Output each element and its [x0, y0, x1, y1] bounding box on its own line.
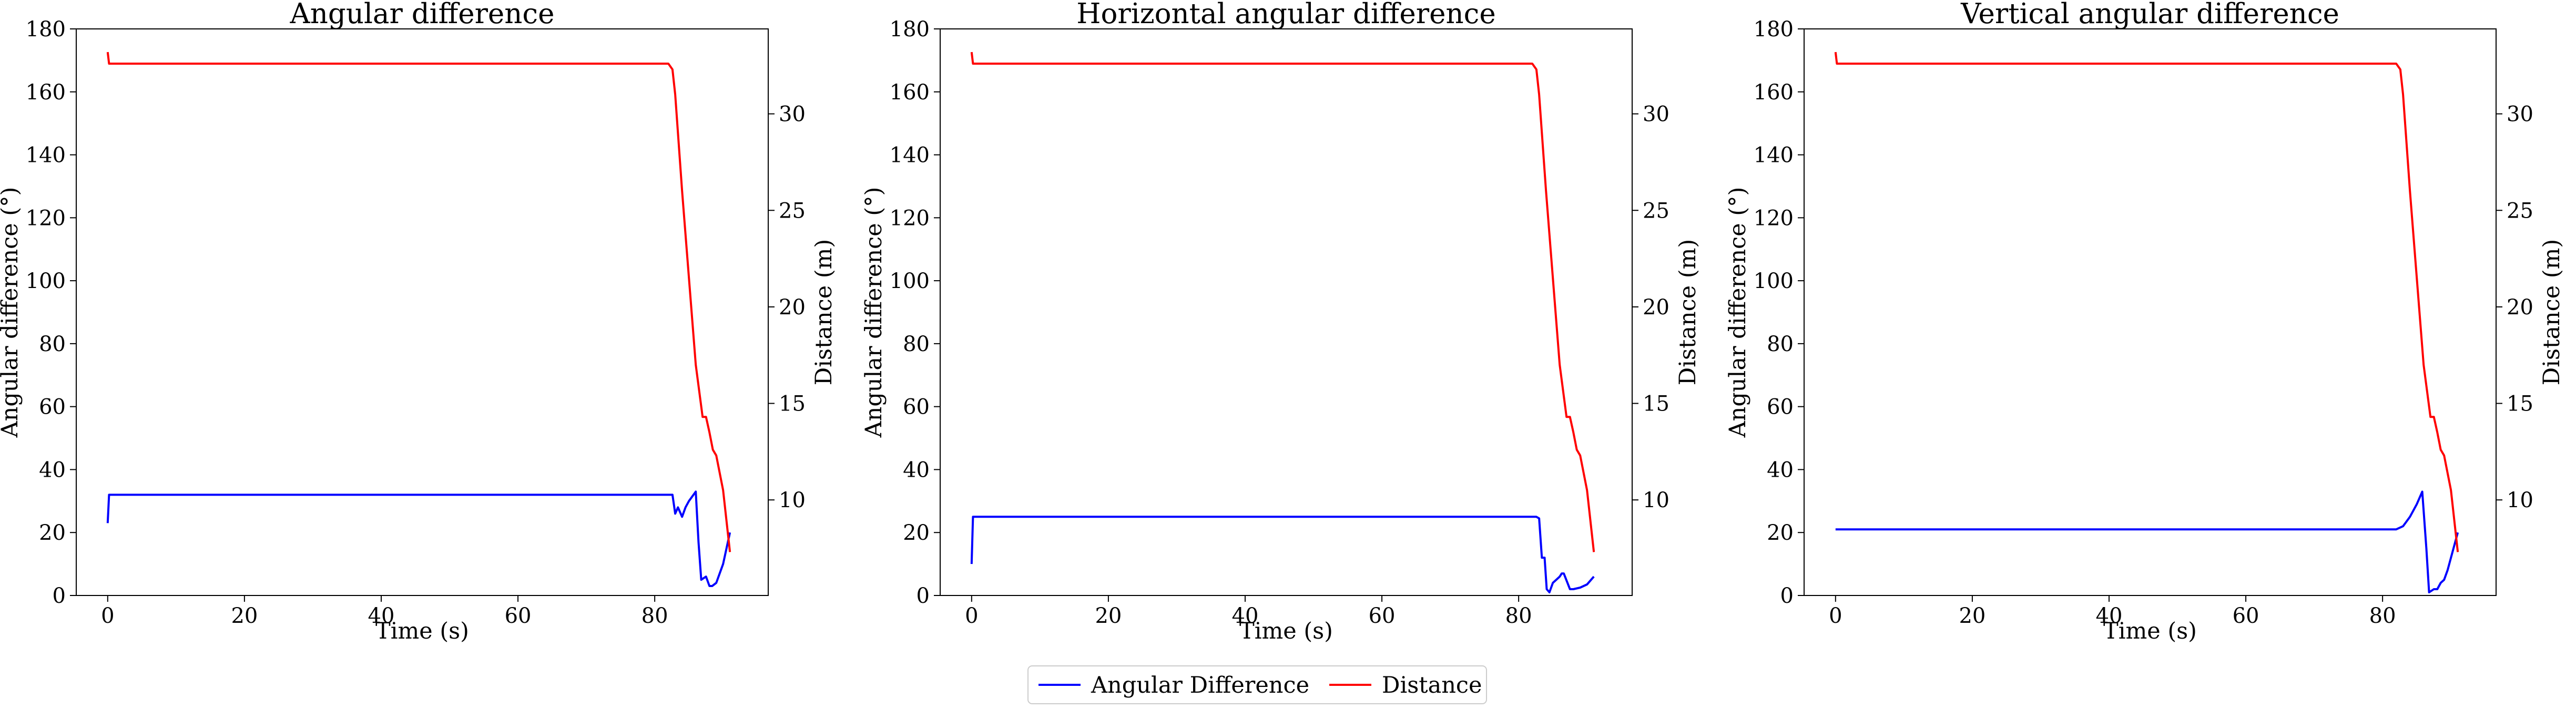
- y-tick-label: 100: [26, 269, 66, 293]
- legend-frame: [1027, 665, 1487, 704]
- y-tick-label: 120: [890, 206, 930, 230]
- y2-tick-label: 20: [1643, 295, 1669, 320]
- series-line-distance: [970, 52, 1595, 552]
- y2-tick-label: 30: [779, 102, 806, 127]
- y-tick-label: 180: [1754, 17, 1794, 42]
- x-tick-label: 20: [1095, 604, 1122, 628]
- chart-panel-2: 0 20 40 60 80 0 20 40 60 80 100 120 140 160 180 10 15 20 2…: [861, 0, 1701, 644]
- x-tick-label: 80: [2369, 604, 2396, 628]
- y-tick-label: 40: [903, 458, 930, 482]
- axes-frame: [1804, 28, 2497, 596]
- x-tick-label: 40: [368, 604, 395, 628]
- y-tick-label: 140: [890, 143, 930, 168]
- y2-tick-label: 15: [1643, 392, 1669, 416]
- y2-tick-label: 10: [1643, 488, 1669, 512]
- y-tick-label: 0: [917, 584, 930, 608]
- y-tick-label: 40: [39, 458, 66, 482]
- y-tick-label: 60: [39, 395, 66, 419]
- y2-tick-label: 20: [779, 295, 806, 320]
- chart-panel-1: 0 20 40 60 80 0 20 40 60 80 100 120 140 160 180 10 15 20 2…: [0, 0, 837, 644]
- y-axis-label: Angular difference (°): [861, 187, 887, 438]
- series-line-distance: [106, 52, 731, 552]
- x-tick-label: 60: [1369, 604, 1396, 628]
- y2-tick-label: 25: [2507, 199, 2533, 223]
- chart-panels: 0 20 40 60 800204060801001201401601801015202…: [0, 0, 2565, 644]
- x-tick-label: 20: [1959, 604, 1986, 628]
- y2-tick-label: 10: [779, 488, 806, 512]
- axes-frame: [940, 28, 1633, 596]
- x-tick-label: 60: [505, 604, 532, 628]
- y-tick-label: 60: [1767, 395, 1794, 419]
- chart-panel-3: 0 20 40 60 80 0 20 40 60 80 100 120 140 160 180 10 15 20 2…: [1725, 0, 2565, 644]
- chart-title: Horizontal angular difference: [1076, 0, 1495, 30]
- y-tick-label: 160: [1754, 80, 1794, 105]
- y-axis-label: Angular difference (°): [1725, 187, 1751, 438]
- y-tick-label: 20: [39, 521, 66, 545]
- x-tick-label: 0: [965, 604, 978, 628]
- x-tick-label: 80: [1505, 604, 1532, 628]
- y-tick-label: 80: [903, 332, 930, 356]
- y2-tick-label: 10: [2507, 488, 2533, 512]
- y2-tick-label: 30: [2507, 102, 2533, 127]
- x-tick-label: 60: [2233, 604, 2259, 628]
- y-tick-label: 20: [903, 521, 930, 545]
- y-tick-label: 160: [890, 80, 930, 105]
- y2-tick-label: 15: [779, 392, 806, 416]
- y-tick-label: 0: [53, 584, 66, 608]
- series-line-angular-difference: [1835, 490, 2459, 593]
- chart-title: Vertical angular difference: [1960, 0, 2339, 30]
- x-tick-label: 80: [642, 604, 668, 628]
- y-tick-label: 60: [903, 395, 930, 419]
- y-tick-label: 140: [1754, 143, 1794, 168]
- y2-axis-label: Distance (m): [811, 239, 837, 385]
- x-tick-label: 40: [1232, 604, 1259, 628]
- y-tick-label: 180: [890, 17, 930, 42]
- y-tick-label: 120: [1754, 206, 1794, 230]
- y-tick-label: 160: [26, 80, 66, 105]
- legend-label-distance: Distance: [1382, 672, 1482, 698]
- x-tick-label: 0: [1829, 604, 1842, 628]
- y2-tick-label: 25: [779, 199, 806, 223]
- x-axis-label: Time (s): [1239, 618, 1333, 644]
- y-tick-label: 80: [1767, 332, 1794, 356]
- y-axis-label: Angular difference (°): [0, 187, 23, 438]
- y-tick-label: 20: [1767, 521, 1794, 545]
- y-tick-label: 180: [26, 17, 66, 42]
- series-line-distance: [1834, 52, 2459, 552]
- chart-title: Angular difference: [290, 0, 555, 30]
- y-tick-label: 100: [890, 269, 930, 293]
- y-tick-label: 40: [1767, 458, 1794, 482]
- axes-frame: [76, 28, 769, 596]
- x-tick-label: 40: [2096, 604, 2123, 628]
- y2-tick-label: 30: [1643, 102, 1669, 127]
- y2-axis-label: Distance (m): [1675, 239, 1701, 385]
- series-line-angular-difference: [970, 516, 1595, 593]
- series-line-angular-difference: [106, 490, 731, 587]
- y-tick-label: 120: [26, 206, 66, 230]
- y-tick-label: 140: [26, 143, 66, 168]
- y2-tick-label: 20: [2507, 295, 2533, 320]
- y-tick-label: 80: [39, 332, 66, 356]
- y-tick-label: 0: [1780, 584, 1794, 608]
- x-axis-label: Time (s): [2103, 618, 2197, 644]
- legend: Angular Difference Distance: [1027, 665, 1487, 704]
- legend-label-angular: Angular Difference: [1091, 672, 1309, 698]
- y2-axis-label: Distance (m): [2539, 239, 2565, 385]
- x-tick-label: 0: [101, 604, 114, 628]
- y-tick-label: 100: [1754, 269, 1794, 293]
- x-tick-label: 20: [231, 604, 258, 628]
- y2-tick-label: 25: [1643, 199, 1669, 223]
- x-axis-label: Time (s): [375, 618, 469, 644]
- y2-tick-label: 15: [2507, 392, 2533, 416]
